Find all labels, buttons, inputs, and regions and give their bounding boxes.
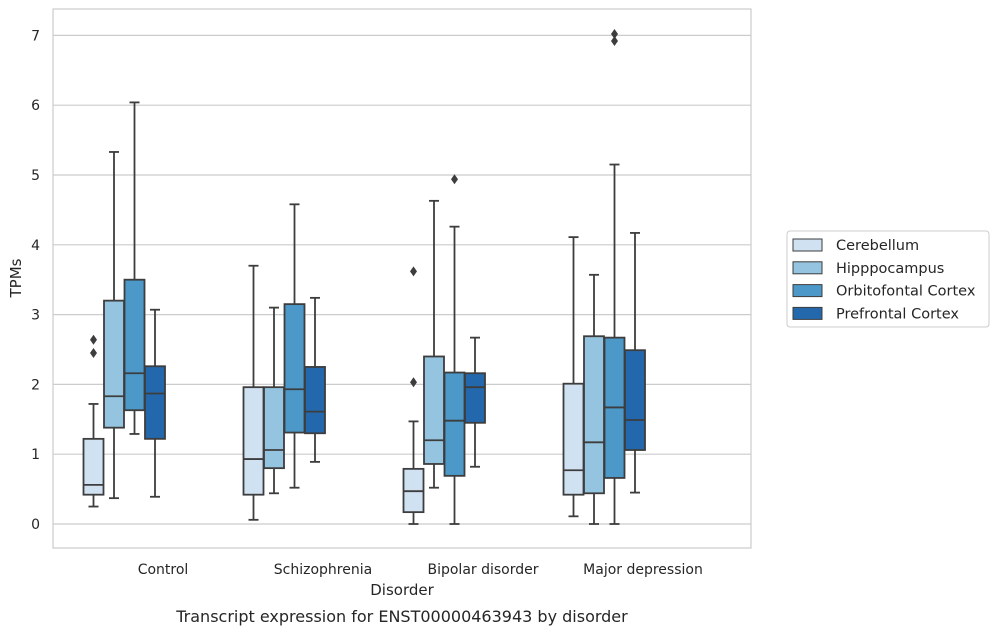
box-prefrontal-cortex (144, 308, 166, 498)
x-axis-ticks: Control Schizophrenia Bipolar disorder Majo… (138, 562, 703, 578)
box-hipppocampus (103, 151, 125, 500)
box-orbitofontal-cortex (123, 101, 146, 435)
outlier-point (611, 35, 618, 46)
box-body (583, 335, 605, 495)
box-body (304, 366, 326, 435)
outlier-point (611, 29, 618, 40)
legend-label: Prefrontal Cortex (836, 306, 959, 322)
box-body (263, 386, 285, 470)
box-body (423, 355, 445, 465)
box-cerebellum (242, 264, 265, 521)
plot-frame (52, 8, 752, 549)
chart-caption: Transcript expression for ENST0000046394… (175, 607, 628, 626)
box-orbitofontal-cortex (443, 174, 466, 525)
box-prefrontal-cortex (304, 296, 326, 463)
box-cerebellum (562, 236, 585, 518)
box-body (283, 303, 306, 434)
y-tick-label: 4 (31, 238, 40, 254)
box-cerebellum (402, 266, 425, 525)
outlier-point (410, 266, 417, 277)
box-orbitofontal-cortex (283, 203, 306, 489)
boxes (82, 29, 646, 525)
x-tick-label: Major depression (583, 562, 703, 578)
gridlines (53, 34, 751, 525)
legend-swatch (792, 306, 823, 320)
outlier-point (451, 174, 458, 185)
box-body (242, 386, 265, 496)
y-axis-title: TPMs (7, 258, 25, 298)
legend-label: Hipppocampus (836, 261, 944, 277)
y-tick-label: 2 (31, 377, 40, 393)
legend-label: Orbitofontal Cortex (836, 284, 976, 300)
box-body (144, 365, 166, 440)
box-cerebellum (82, 334, 105, 508)
legend-swatch (792, 238, 823, 252)
box-body (443, 371, 466, 477)
box-body (123, 278, 146, 412)
legend-swatch (792, 261, 823, 275)
box-hipppocampus (423, 199, 445, 489)
legend-frame (786, 230, 990, 328)
y-tick-label: 1 (31, 447, 40, 463)
x-tick-label: Control (138, 562, 189, 578)
y-axis-ticks: 0 1 2 3 4 5 6 7 (31, 28, 40, 533)
legend-label: Cerebellum (836, 238, 919, 254)
legend-swatch (792, 284, 823, 298)
box-body (82, 437, 105, 496)
legend: Cerebellum Hipppocampus Orbitofontal Corte… (786, 230, 990, 328)
y-tick-label: 3 (31, 308, 40, 324)
box-prefrontal-cortex (624, 232, 646, 494)
box-body (464, 372, 486, 424)
outlier-point (90, 347, 97, 358)
box-hipppocampus (263, 306, 285, 495)
outlier-point (410, 377, 417, 388)
outlier-point (90, 334, 97, 345)
box-body (624, 349, 646, 451)
y-tick-label: 5 (31, 168, 40, 184)
x-tick-label: Bipolar disorder (427, 562, 538, 578)
y-tick-label: 6 (31, 98, 40, 114)
y-tick-label: 7 (31, 28, 40, 44)
box-hipppocampus (583, 273, 605, 525)
box-orbitofontal-cortex (603, 29, 626, 525)
y-tick-label: 0 (31, 517, 40, 533)
x-axis-title: Disorder (370, 581, 434, 599)
box-prefrontal-cortex (464, 336, 486, 468)
box-body (562, 382, 585, 496)
x-tick-label: Schizophrenia (274, 562, 372, 578)
box-body (103, 299, 125, 429)
